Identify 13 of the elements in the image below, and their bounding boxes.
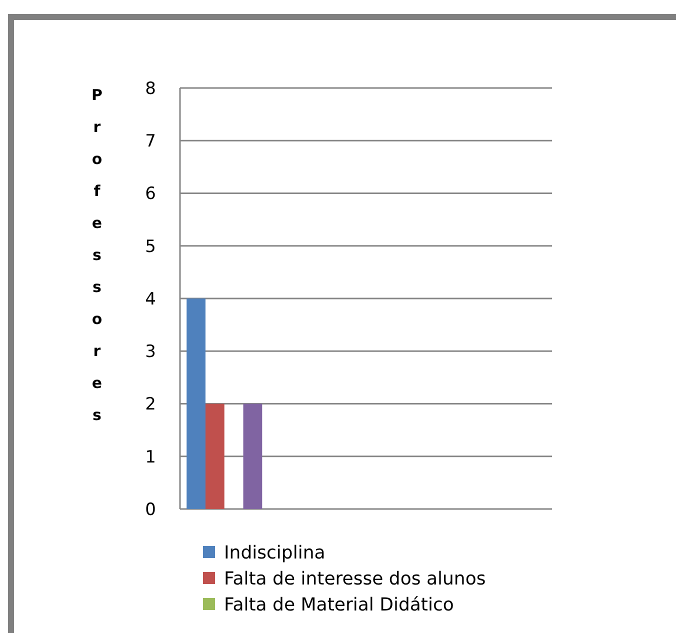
y-tick-label: 3 [145,342,156,362]
y-tick-label: 0 [145,500,156,520]
y-tick-label: 1 [145,447,156,468]
legend-label: Indisciplina [224,542,326,564]
y-tick-label: 8 [145,78,156,99]
text: Professores [92,86,102,424]
y-tick-label: 7 [145,132,156,152]
y-tick-label: 6 [145,184,156,204]
legend-label: Falta de interesse dos alunos [224,568,486,590]
y-tick-label: 2 [145,394,156,415]
y-tick-label: 4 [145,289,156,310]
y-tick-label: 5 [145,236,156,257]
legend-label: Falta de Material Didático [224,594,454,616]
